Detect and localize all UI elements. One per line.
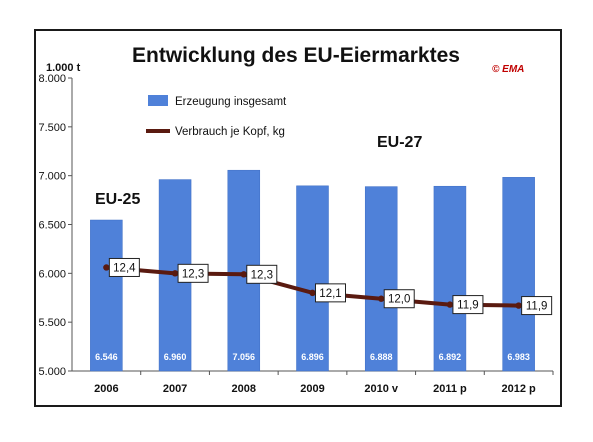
line-point — [240, 271, 247, 278]
line-value-label: 11,9 — [457, 300, 479, 312]
y-axis-unit-label: 1.000 t — [46, 62, 81, 74]
bar-value-label: 6.960 — [164, 352, 187, 362]
line-value-label: 12,3 — [251, 269, 273, 281]
line-point — [309, 289, 316, 297]
line-point — [103, 264, 110, 271]
line-value-box — [108, 257, 140, 277]
y-tick-label: 7.500 — [38, 122, 66, 134]
x-tick-label: 2012 p — [502, 383, 537, 395]
line-value-box — [177, 263, 209, 283]
line-point — [378, 295, 385, 302]
y-tick-label: 7.000 — [38, 171, 66, 183]
bar-value-label: 6.896 — [301, 352, 324, 362]
line-value-label: 12,3 — [182, 268, 204, 280]
line-value-label: 12,4 — [113, 262, 136, 274]
line-value-box — [315, 283, 346, 303]
legend-bar-label: Erzeugung insgesamt — [175, 96, 287, 108]
line-value-box — [246, 264, 278, 284]
bar — [502, 177, 535, 372]
bar-value-label: 6.983 — [507, 352, 530, 362]
x-tick-label: 2009 — [300, 383, 324, 395]
line-point — [171, 270, 179, 277]
y-tick-label: 6.500 — [38, 220, 66, 232]
legend-line-label: Verbrauch je Kopf, kg — [175, 126, 285, 138]
chart-title: Entwicklung des EU-Eiermarktes — [132, 44, 460, 67]
y-tick-label: 5.500 — [38, 317, 66, 329]
x-tick-label: 2006 — [94, 383, 118, 395]
line-value-box — [452, 295, 484, 315]
bar-value-label: 6.546 — [95, 352, 118, 362]
y-tick-label: 5.000 — [38, 366, 66, 378]
bar — [90, 219, 123, 372]
line-series: 12,4 12,3 12,3 12,1 12,0 11,9 11,9 — [103, 257, 553, 316]
line-point — [515, 302, 522, 309]
y-tick-label: 8.000 — [38, 73, 66, 85]
bar — [296, 185, 329, 372]
line-point — [446, 301, 454, 308]
annotation-eu-25: EU-25 — [95, 191, 140, 208]
bar-value-label: 6.892 — [439, 352, 462, 362]
line-value-label: 12,1 — [319, 288, 341, 300]
copyright-label: © EMA — [492, 64, 524, 75]
bar — [364, 186, 398, 372]
legend-bar-swatch — [148, 95, 168, 106]
annotation-eu-27: EU-27 — [377, 134, 422, 151]
axes: 5.000 5.500 6.000 6.500 7.000 7.500 8.000 2006 2… — [38, 73, 554, 395]
line-value-label: 11,9 — [526, 301, 548, 313]
legend: Erzeugung insgesamt Verbrauch je Kopf, k… — [146, 95, 287, 138]
line-value-box — [521, 296, 553, 316]
line-value-label: 12,0 — [388, 294, 410, 306]
x-tick-label: 2011 p — [433, 383, 467, 395]
line-value-box — [383, 289, 415, 309]
bar-value-label: 7.056 — [233, 352, 256, 362]
bar-series: 6.546 6.960 7.056 6.896 6.888 6.892 6.983 — [90, 169, 535, 372]
bar — [433, 185, 467, 372]
y-tick-label: 6.000 — [38, 268, 66, 280]
x-tick-label: 2010 v — [364, 383, 399, 395]
x-tick-label: 2007 — [163, 383, 187, 395]
bar-value-label: 6.888 — [370, 352, 393, 362]
x-tick-label: 2008 — [232, 383, 256, 395]
